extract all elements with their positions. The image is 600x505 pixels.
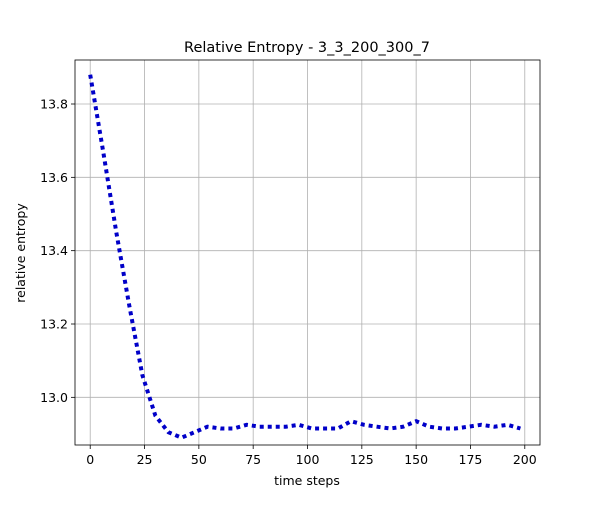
x-tick-label: 150 xyxy=(404,452,428,467)
x-tick-label: 100 xyxy=(296,452,320,467)
x-tick-label: 200 xyxy=(513,452,537,467)
x-tick-label: 75 xyxy=(245,452,261,467)
x-tick-label: 125 xyxy=(350,452,374,467)
x-axis-label: time steps xyxy=(274,473,340,488)
y-tick-label: 13.2 xyxy=(40,317,68,332)
y-axis-label: relative entropy xyxy=(13,203,28,303)
x-tick-label: 50 xyxy=(191,452,207,467)
y-tick-label: 13.6 xyxy=(40,170,68,185)
axis-ticks: 0 25 50 75 100 125 150 175 200 13.0 13.2 13.4 13.6 13… xyxy=(40,97,537,468)
x-tick-label: 175 xyxy=(459,452,483,467)
x-tick-label: 25 xyxy=(137,452,153,467)
series-line xyxy=(88,74,521,440)
series-layer xyxy=(88,74,521,440)
x-tick-label: 0 xyxy=(86,452,94,467)
grid xyxy=(75,60,540,445)
chart-title: Relative Entropy - 3_3_200_300_7 xyxy=(184,40,430,56)
y-tick-label: 13.8 xyxy=(40,97,68,112)
y-tick-label: 13.4 xyxy=(40,243,68,258)
y-tick-label: 13.0 xyxy=(40,390,68,405)
